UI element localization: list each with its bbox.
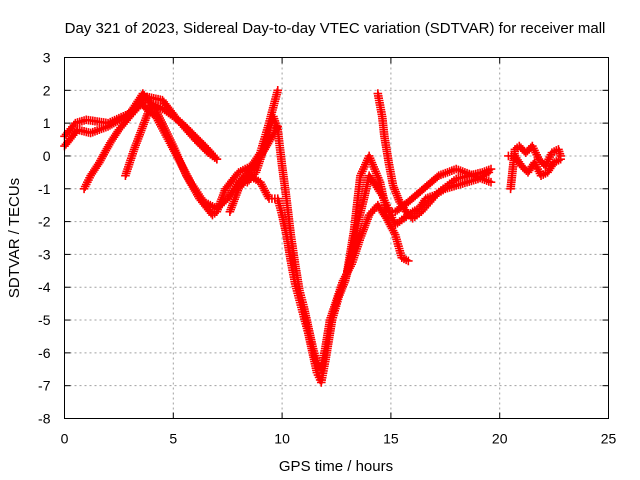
data-point-fill	[524, 145, 534, 154]
data-points	[60, 86, 565, 387]
axis-ticks: -8 -7 -6 -5 -4 -3 -2 -1 0 1 2 3 0 5 10 15 20 25	[38, 50, 616, 447]
data-point-fill	[200, 141, 210, 151]
data-point	[404, 256, 413, 266]
data-point-fill	[195, 136, 205, 146]
x-tick-label: 20	[492, 431, 508, 447]
data-point	[486, 164, 496, 174]
x-tick-label: 0	[61, 431, 69, 447]
series-track-4	[121, 99, 222, 180]
x-tick-label: 5	[169, 431, 177, 447]
plot-frame	[64, 57, 609, 419]
data-point-fill	[197, 138, 206, 148]
data-point	[273, 86, 283, 95]
y-tick-label: -2	[38, 214, 51, 230]
x-tick-label: 25	[601, 431, 617, 447]
data-point-fill	[198, 140, 208, 149]
series-track-9	[506, 141, 565, 194]
y-tick-label: -8	[38, 411, 51, 427]
y-tick-label: -1	[38, 181, 51, 197]
x-tick-label: 15	[383, 431, 399, 447]
x-axis-label: GPS time / hours	[279, 458, 393, 475]
y-axis-label: SDTVAR / TECUs	[6, 178, 23, 298]
y-tick-label: 0	[43, 148, 51, 164]
data-point-fill	[202, 143, 211, 153]
data-point	[521, 148, 531, 157]
y-tick-label: -6	[38, 345, 51, 361]
y-tick-label: 1	[43, 115, 51, 131]
y-tick-label: -4	[38, 279, 51, 295]
series-track-8	[373, 89, 496, 223]
data-point	[556, 154, 565, 164]
series-track-6	[242, 112, 413, 374]
data-point-fill	[405, 210, 414, 220]
data-point	[212, 154, 222, 164]
y-tick-label: -5	[38, 312, 51, 328]
x-tick-label: 10	[274, 431, 290, 447]
series-track-10	[504, 151, 565, 180]
chart-title: Day 321 of 2023, Sidereal Day-to-day VTE…	[65, 20, 606, 37]
data-point	[486, 177, 496, 187]
y-tick-label: -7	[38, 378, 51, 394]
y-tick-label: 2	[43, 82, 51, 98]
data-point-fill	[516, 143, 526, 153]
y-tick-label: 3	[43, 50, 51, 66]
series-track-7	[343, 151, 496, 276]
y-tick-label: -3	[38, 246, 51, 262]
